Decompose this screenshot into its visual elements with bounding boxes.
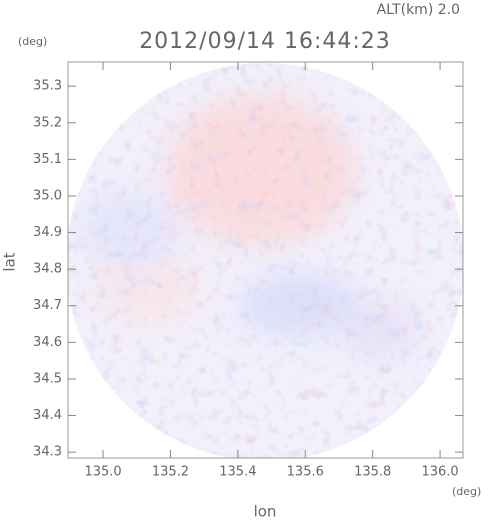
- x-tick-label: 135.2: [152, 465, 189, 480]
- y-tick-label: 34.4: [33, 408, 62, 423]
- y-tick-label: 35.3: [33, 79, 62, 94]
- y-tick-label: 35.1: [33, 152, 62, 167]
- y-tick-label: 35.2: [33, 115, 62, 130]
- y-axis-label: lat: [1, 252, 19, 271]
- y-tick-label: 34.3: [33, 445, 62, 460]
- x-tick-label: 136.0: [421, 465, 458, 480]
- x-tick-label: 135.0: [84, 465, 121, 480]
- x-axis-label: lon: [254, 503, 277, 521]
- chart-title: 2012/09/14 16:44:23: [139, 29, 391, 54]
- plot-frame: [67, 61, 464, 459]
- x-unit: (deg): [452, 485, 481, 498]
- altitude-label: ALT(km) 2.0: [377, 2, 460, 18]
- y-tick-label: 34.9: [33, 225, 62, 240]
- x-tick-label: 135.8: [354, 465, 391, 480]
- y-tick-label: 34.7: [33, 298, 62, 313]
- y-tick-label: 34.5: [33, 371, 62, 386]
- y-unit: (deg): [18, 35, 47, 48]
- y-tick-label: 35.0: [33, 188, 62, 203]
- x-tick-label: 135.6: [287, 465, 324, 480]
- y-tick-label: 34.8: [33, 262, 62, 277]
- y-tick-label: 34.6: [33, 335, 62, 350]
- x-tick-label: 135.4: [219, 465, 256, 480]
- radar-field: [68, 63, 463, 458]
